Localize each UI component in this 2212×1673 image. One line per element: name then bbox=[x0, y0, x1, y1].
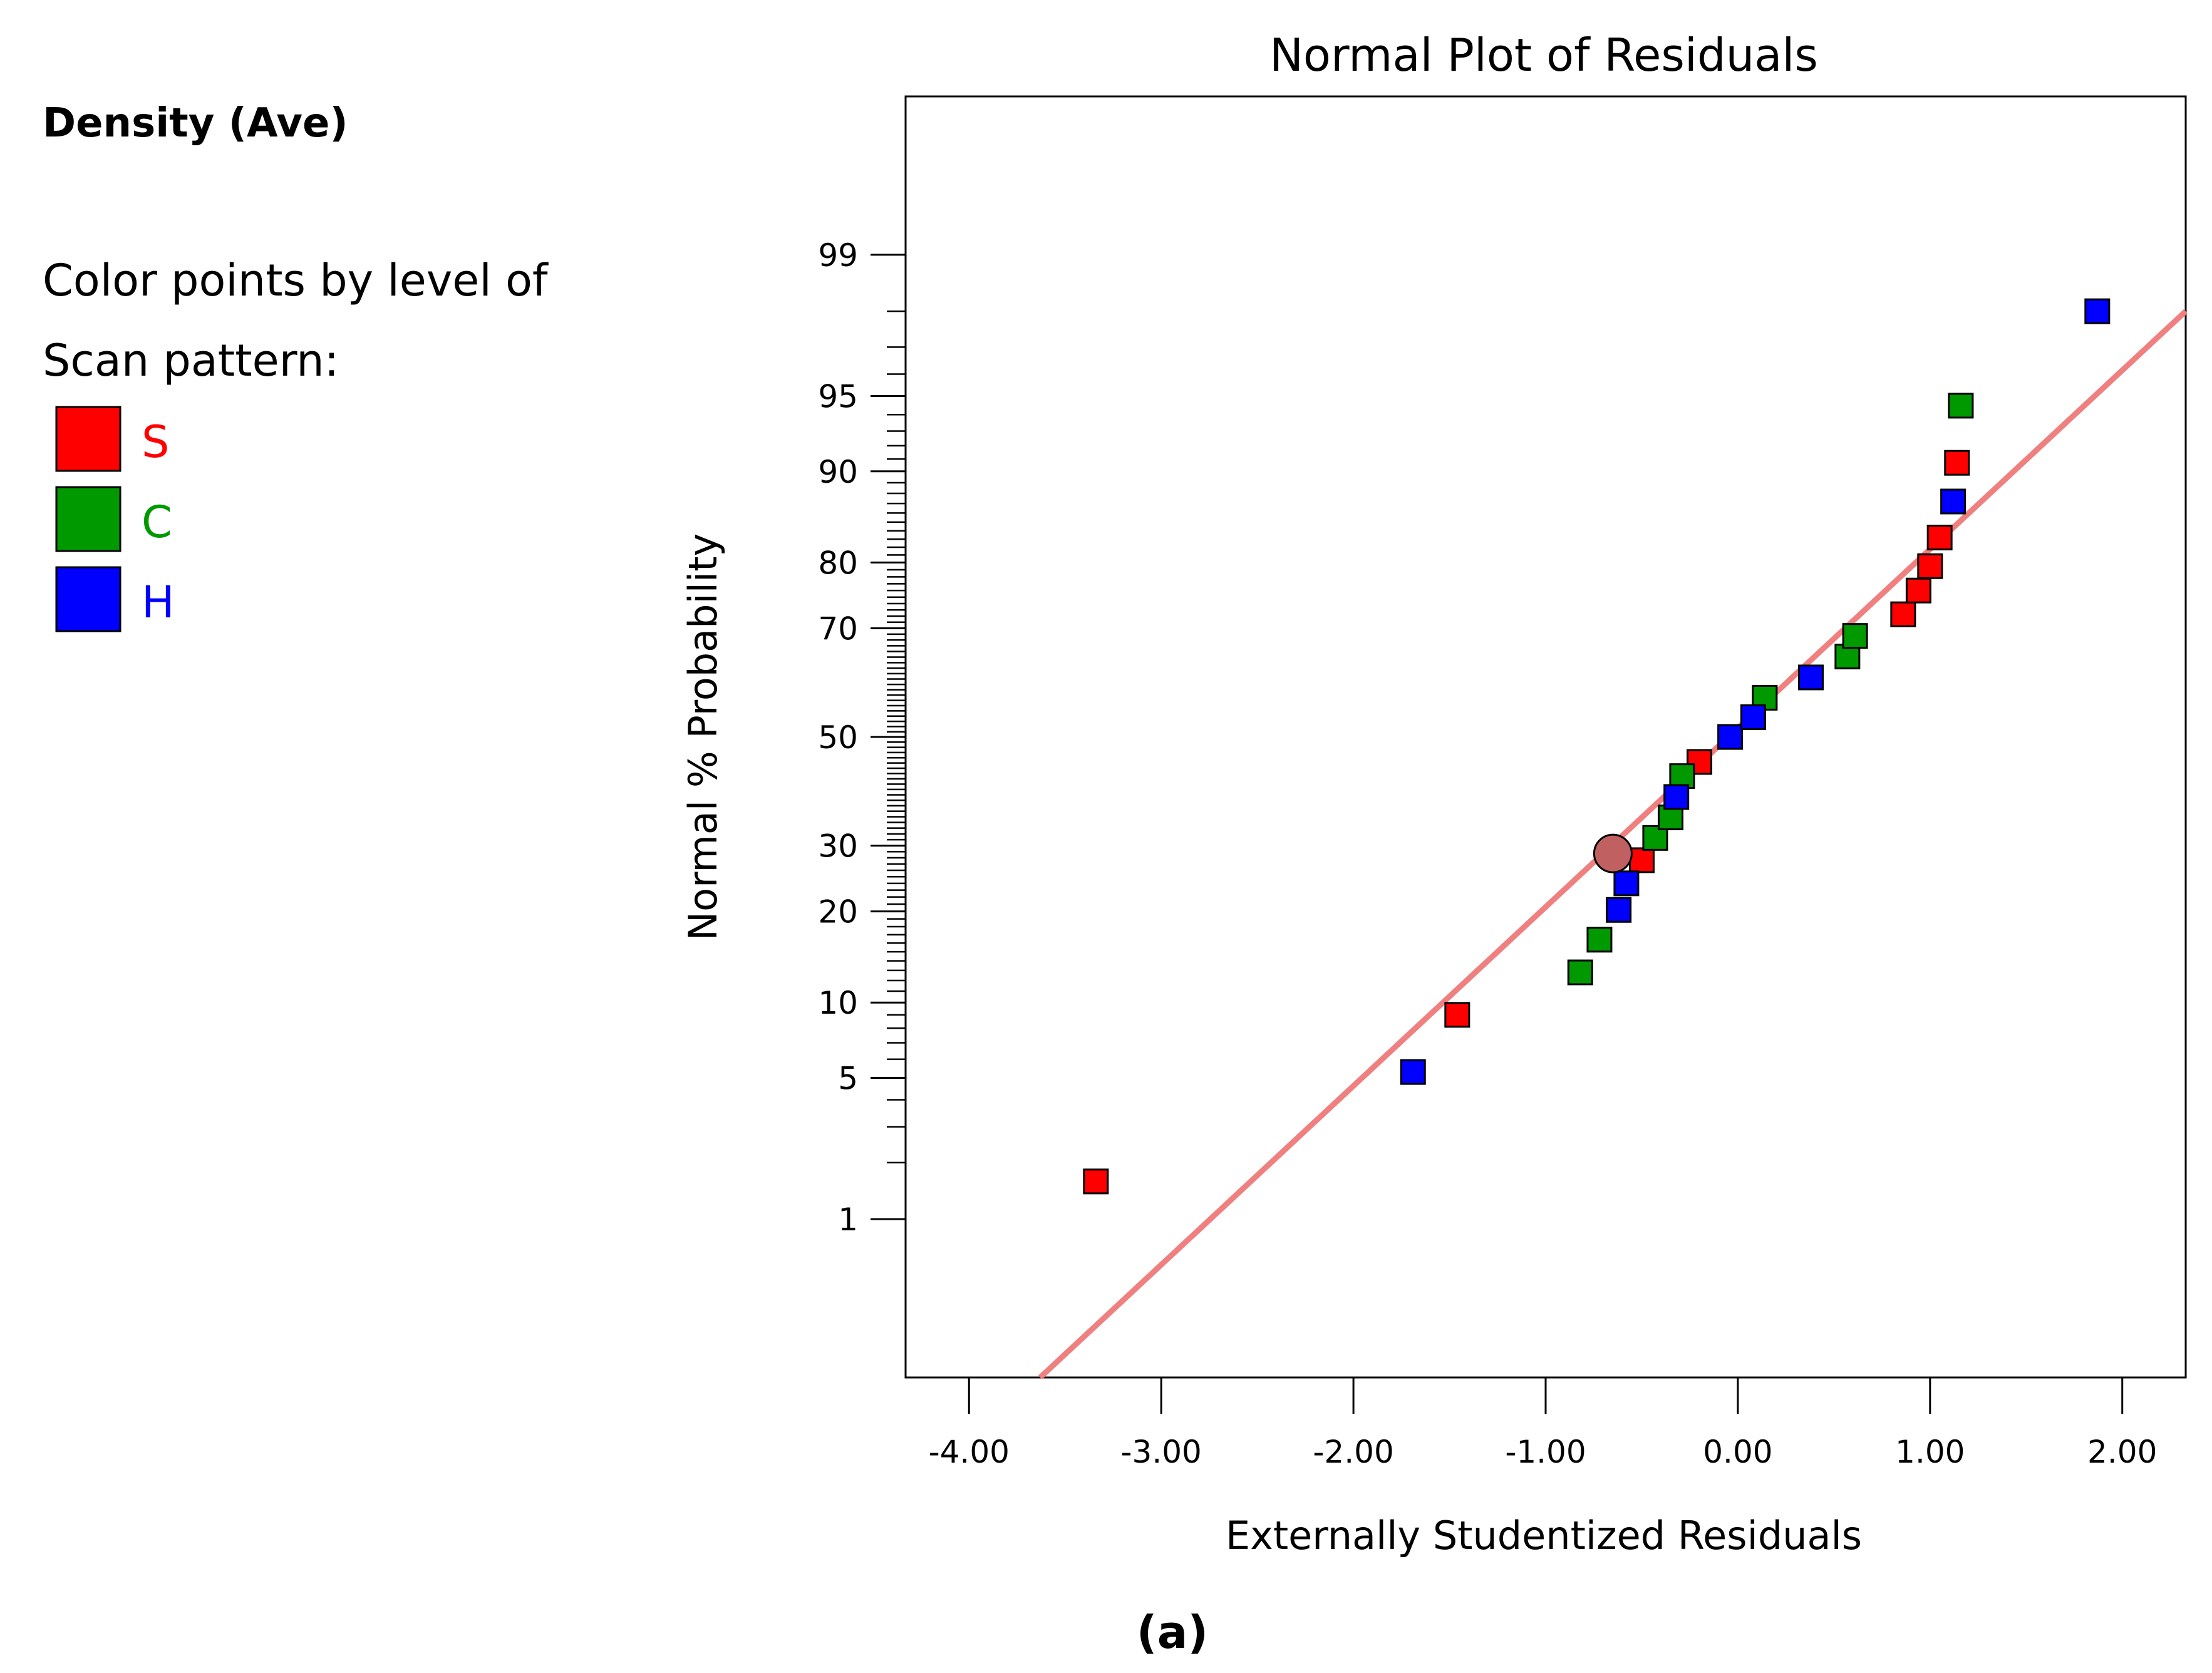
data-point-s bbox=[1917, 553, 1943, 579]
legend-item-s: S bbox=[55, 406, 169, 472]
y-tick-label: 95 bbox=[818, 378, 858, 414]
x-axis: -4.00 -3.00 -2.00 -1.00 0.00 1.00 2.00 bbox=[929, 1377, 2157, 1470]
y-tick-label: 5 bbox=[838, 1061, 858, 1097]
x-tick-label: -2.00 bbox=[1313, 1434, 1393, 1470]
data-point-h bbox=[1613, 870, 1640, 897]
data-point-h bbox=[1400, 1059, 1426, 1085]
x-tick-label: -3.00 bbox=[1120, 1434, 1201, 1470]
y-tick-label: 50 bbox=[818, 719, 858, 756]
data-point-c bbox=[1842, 623, 1868, 649]
data-point-c bbox=[1586, 927, 1613, 953]
figure-caption: (a) bbox=[1137, 1606, 1208, 1659]
y-tick-label: 10 bbox=[818, 985, 858, 1021]
response-title: Density (Ave) bbox=[43, 100, 348, 147]
chart-title: Normal Plot of Residuals bbox=[1269, 29, 1818, 81]
x-tick-label: 0.00 bbox=[1703, 1434, 1772, 1470]
data-point-s bbox=[1890, 601, 1916, 627]
data-point-s bbox=[1083, 1168, 1109, 1195]
color-note-line2: Scan pattern: bbox=[43, 335, 339, 386]
data-point-h bbox=[1663, 784, 1690, 810]
highlight-point bbox=[1593, 833, 1633, 873]
x-tick-label: -1.00 bbox=[1505, 1434, 1586, 1470]
data-point-s bbox=[1905, 577, 1931, 604]
legend: S C H bbox=[55, 406, 175, 632]
color-note-line1: Color points by level of bbox=[43, 255, 549, 306]
data-point-h bbox=[1717, 724, 1744, 750]
legend-label-s: S bbox=[142, 416, 169, 468]
data-point-c bbox=[1669, 763, 1695, 790]
x-tick-label: 2.00 bbox=[2087, 1434, 2157, 1470]
data-point-h bbox=[1606, 897, 1632, 923]
legend-swatch-s bbox=[55, 406, 121, 472]
legend-label-h: H bbox=[142, 577, 175, 628]
data-point-c bbox=[1948, 393, 1974, 419]
y-axis: 1 5 10 20 30 50 70 80 90 95 99 bbox=[818, 237, 906, 1238]
data-point-s bbox=[1444, 1002, 1470, 1028]
legend-swatch-h bbox=[55, 566, 121, 632]
data-point-s bbox=[1628, 847, 1655, 873]
legend-item-c: C bbox=[55, 486, 172, 552]
y-tick-label: 70 bbox=[818, 610, 858, 647]
legend-item-h: H bbox=[55, 566, 175, 632]
y-tick-label: 90 bbox=[818, 454, 858, 490]
data-point-s bbox=[1944, 450, 1970, 476]
plot-layer bbox=[1038, 298, 2188, 1380]
data-point-h bbox=[1740, 704, 1766, 730]
data-point-h bbox=[1798, 664, 1824, 691]
data-point-h bbox=[2084, 298, 2111, 324]
y-tick-label: 30 bbox=[818, 828, 858, 865]
data-point-h bbox=[1940, 488, 1967, 515]
x-axis-label: Externally Studentized Residuals bbox=[1226, 1513, 1862, 1558]
legend-swatch-c bbox=[55, 486, 121, 552]
y-tick-label: 99 bbox=[818, 237, 858, 274]
y-axis-label: Normal % Probability bbox=[680, 533, 726, 940]
y-tick-label: 80 bbox=[818, 545, 858, 581]
legend-label-c: C bbox=[142, 497, 172, 548]
data-point-c bbox=[1567, 959, 1593, 986]
data-point-s bbox=[1926, 525, 1953, 551]
x-tick-label: -4.00 bbox=[929, 1434, 1010, 1470]
y-tick-label: 20 bbox=[818, 894, 858, 930]
x-tick-label: 1.00 bbox=[1895, 1434, 1965, 1470]
y-tick-label: 1 bbox=[838, 1202, 858, 1238]
